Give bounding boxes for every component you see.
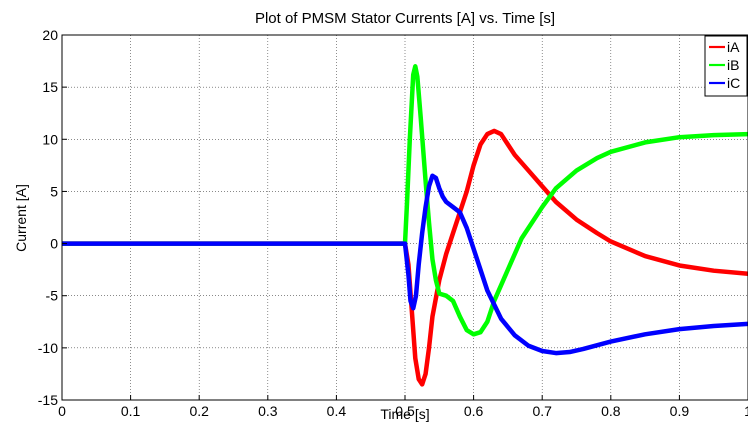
y-tick-label: -10 (38, 340, 58, 356)
y-tick-label: 15 (42, 79, 58, 95)
y-tick-label: 20 (42, 27, 58, 43)
x-axis-ticks: 0 0.1 0.2 0.3 0.4 0.5 0.6 0.7 0.8 0.9 1 (58, 395, 748, 419)
legend-label-iC: iC (727, 75, 740, 91)
legend: iA iB iC (704, 35, 748, 97)
x-tick-label: 0.2 (189, 403, 209, 419)
series-line-iA (62, 128, 748, 387)
y-axis-label: Current [A] (13, 184, 29, 252)
series-line-iB (62, 64, 748, 337)
series-group (62, 64, 748, 387)
x-tick-label: 0.6 (464, 403, 484, 419)
y-tick-label: 5 (50, 183, 58, 199)
x-tick-label: 0.5 (395, 403, 415, 419)
x-axis-label: Time [s] (380, 406, 429, 422)
x-tick-label: 1 (744, 403, 748, 419)
chart-title: Plot of PMSM Stator Currents [A] vs. Tim… (255, 10, 555, 27)
x-tick-label: 0 (58, 403, 66, 419)
x-tick-label: 0.8 (601, 403, 621, 419)
y-tick-label: 10 (42, 131, 58, 147)
y-tick-label: 0 (50, 236, 58, 252)
legend-label-iB: iB (727, 57, 739, 73)
y-tick-label: -5 (46, 288, 59, 304)
x-tick-label: 0.4 (327, 403, 347, 419)
y-tick-label: -15 (38, 392, 58, 408)
x-tick-label: 0.7 (532, 403, 552, 419)
series-line-iC (62, 173, 748, 356)
x-tick-label: 0.3 (258, 403, 278, 419)
x-tick-label: 0.9 (670, 403, 690, 419)
y-axis-ticks: -15 -10 -5 0 5 10 15 20 (38, 27, 67, 408)
grid (62, 35, 748, 400)
x-tick-label: 0.1 (121, 403, 141, 419)
legend-label-iA: iA (727, 39, 740, 55)
